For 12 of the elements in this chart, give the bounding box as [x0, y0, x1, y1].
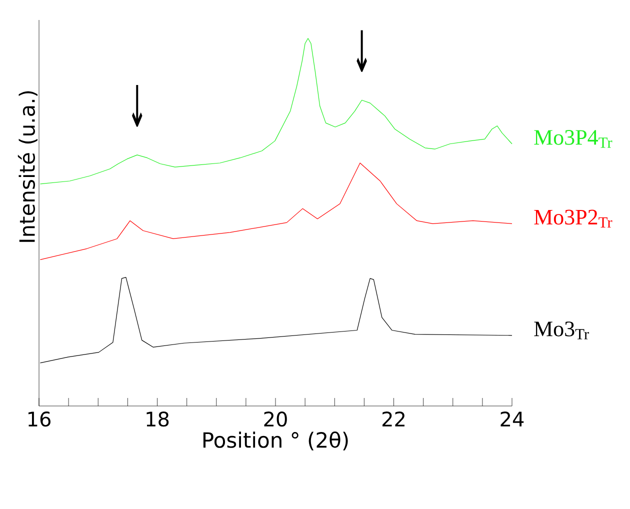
annotation: ↓: [132, 84, 142, 127]
series-label: Mo3P4$_{Tr}$: [534, 130, 612, 148]
x-tick-label: 20: [264, 412, 287, 427]
annotation: ↓: [356, 30, 367, 72]
x-axis-title: Position ° (2θ): [203, 432, 348, 450]
y-axis-title: Intensité (u.a.): [18, 91, 38, 242]
x-tick-label: 22: [382, 412, 404, 426]
x-tick-label: 24: [500, 412, 524, 426]
series-label: Mo3$_{Tr}$: [534, 322, 589, 340]
x-tick-label: 16: [28, 412, 50, 427]
series-label: Mo3P2$_{Tr}$: [534, 210, 612, 228]
x-tick-label: 18: [146, 412, 169, 427]
